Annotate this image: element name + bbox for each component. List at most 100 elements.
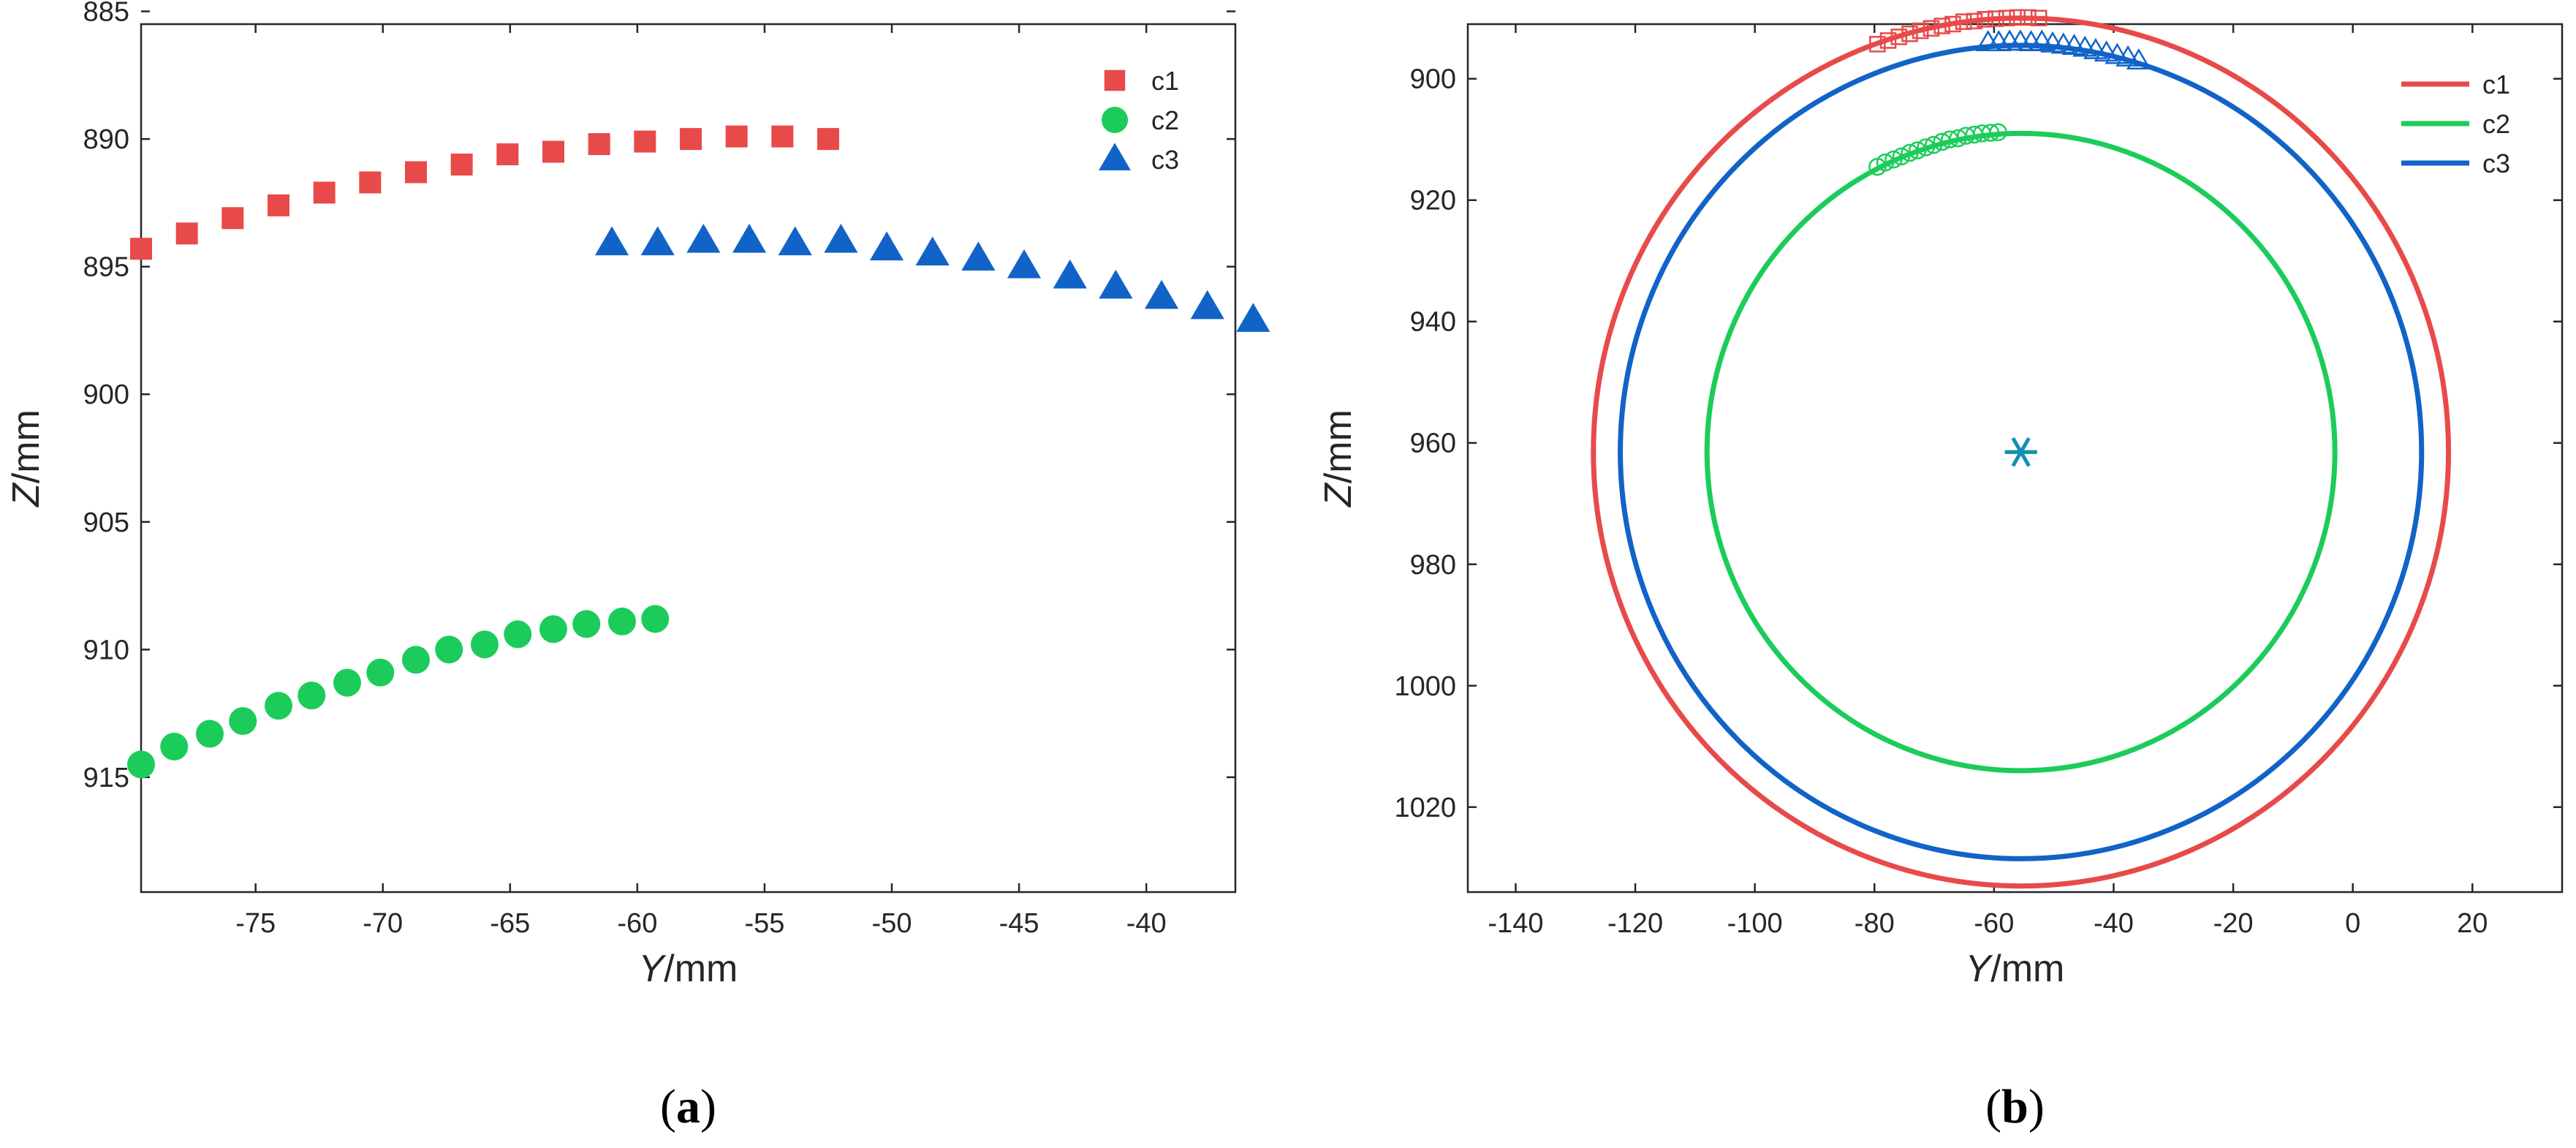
hollow-point-c1 — [1998, 10, 2015, 26]
x-axis-label: Y/mm — [1966, 948, 2065, 990]
point-c2 — [607, 607, 636, 635]
y-tick-label: 905 — [83, 507, 129, 538]
y-tick-label: 890 — [83, 124, 129, 155]
point-c3 — [732, 223, 767, 253]
hollow-point-c3 — [2094, 40, 2119, 62]
marker-series-c1 — [1869, 9, 2047, 53]
x-tick-label: -65 — [490, 908, 530, 939]
legend-marker-c3 — [1099, 143, 1131, 171]
hollow-point-c3 — [2029, 29, 2055, 51]
y-tick-label: 915 — [83, 763, 129, 793]
point-c1 — [496, 143, 519, 166]
hollow-point-c3 — [2126, 48, 2151, 69]
legend-marker-c2 — [1101, 106, 1129, 134]
hollow-point-c1 — [1922, 20, 1940, 37]
point-c2 — [401, 646, 430, 674]
point-c2 — [298, 681, 326, 710]
point-c1 — [725, 125, 748, 148]
point-c3 — [1144, 279, 1179, 309]
point-c3 — [1053, 259, 1087, 289]
legend-label-c2: c2 — [2482, 109, 2510, 139]
legend-label-c1: c1 — [1151, 66, 1179, 96]
y-tick-label: 1000 — [1394, 671, 1456, 702]
panel-label-open: ( — [1985, 1080, 2001, 1133]
hollow-point-c2 — [1892, 147, 1911, 166]
hollow-point-c1 — [1977, 11, 1993, 28]
x-tick-label: -60 — [1974, 908, 2014, 939]
point-c2 — [264, 692, 292, 720]
point-c2 — [229, 707, 257, 736]
x-tick-label: -50 — [872, 908, 912, 939]
series-c2 — [127, 605, 670, 779]
hollow-point-c2 — [1876, 154, 1895, 172]
point-c1 — [771, 125, 794, 148]
hollow-point-c3 — [2072, 35, 2098, 57]
point-c1 — [404, 161, 427, 184]
point-c3 — [1236, 303, 1270, 332]
point-c3 — [1007, 249, 1042, 279]
y-axis-label: Z/mm — [5, 409, 48, 508]
y-tick-label: 980 — [1410, 550, 1456, 581]
point-c3 — [640, 226, 675, 256]
center-marker — [2004, 437, 2037, 467]
y-tick-label: 920 — [1410, 186, 1456, 216]
point-c3 — [1099, 269, 1133, 299]
circle-c3 — [1618, 42, 2425, 861]
legend-label-c2: c2 — [1151, 105, 1179, 135]
x-tick-label: -80 — [1855, 908, 1895, 939]
panel-label-letter: b — [2001, 1080, 2028, 1133]
hollow-point-c2 — [1908, 141, 1927, 159]
hollow-point-c1 — [1879, 32, 1897, 49]
y-axis-var: Z — [1317, 482, 1360, 508]
panel-label-close: ) — [700, 1080, 716, 1133]
point-c1 — [542, 140, 564, 163]
legend-marker-c1 — [1104, 69, 1126, 91]
panel-b: -140 -120 -100 -80 -60 -40 -20 0 20 900 920 940 960 9… — [1317, 9, 2564, 1133]
point-c3 — [824, 223, 858, 253]
point-c1 — [588, 133, 610, 156]
x-tick-label: -140 — [1488, 908, 1543, 939]
x-tick-label: 0 — [2345, 908, 2360, 939]
hollow-point-c1 — [2030, 10, 2047, 26]
hollow-point-c1 — [1988, 10, 2004, 27]
point-c2 — [641, 605, 670, 633]
point-c3 — [1190, 290, 1224, 320]
point-c3 — [778, 226, 812, 256]
y-axis-unit: /mm — [5, 409, 48, 483]
x-tick-label: 20 — [2457, 908, 2488, 939]
point-c1 — [634, 130, 656, 153]
panel-label: (a) — [660, 1080, 716, 1133]
hollow-point-c3 — [2083, 37, 2108, 59]
x-tick-label: -40 — [2094, 908, 2134, 939]
series-c3 — [594, 223, 1270, 332]
point-c2 — [366, 658, 395, 687]
x-axis-var: Y — [1966, 948, 1993, 990]
hollow-point-c1 — [1966, 12, 1983, 30]
point-c3 — [594, 226, 629, 256]
hollow-point-c2 — [1901, 143, 1919, 162]
hollow-point-c1 — [1955, 13, 1972, 30]
hollow-point-c2 — [1924, 135, 1943, 154]
hollow-point-c1 — [2009, 9, 2026, 26]
hollow-point-c1 — [1933, 18, 1950, 34]
point-c1 — [817, 128, 839, 151]
y-tick-label: 910 — [83, 635, 129, 665]
hollow-point-c3 — [2105, 42, 2130, 64]
x-axis-unit: /mm — [1990, 948, 2064, 990]
x-tick-label: -75 — [235, 908, 276, 939]
y-axis-var: Z — [5, 482, 48, 508]
panel-a: -75 -70 -65 -60 -55 -50 -45 -40 885 890 895 900 905 9… — [5, 0, 1270, 1133]
x-tick-label: -40 — [1126, 908, 1167, 939]
hollow-point-c1 — [1901, 26, 1918, 42]
legend-label-c1: c1 — [2482, 69, 2510, 99]
marker-series-c2 — [1868, 123, 2007, 176]
legend-label-c3: c3 — [1151, 145, 1179, 175]
point-c2 — [333, 668, 361, 697]
point-c3 — [869, 231, 904, 261]
x-tick-label: -60 — [617, 908, 657, 939]
point-c1 — [221, 207, 244, 230]
y-axis-label: Z/mm — [1317, 409, 1360, 508]
y-tick-label: 885 — [83, 0, 129, 28]
x-axis-unit: /mm — [664, 948, 738, 990]
point-c2 — [435, 635, 463, 664]
